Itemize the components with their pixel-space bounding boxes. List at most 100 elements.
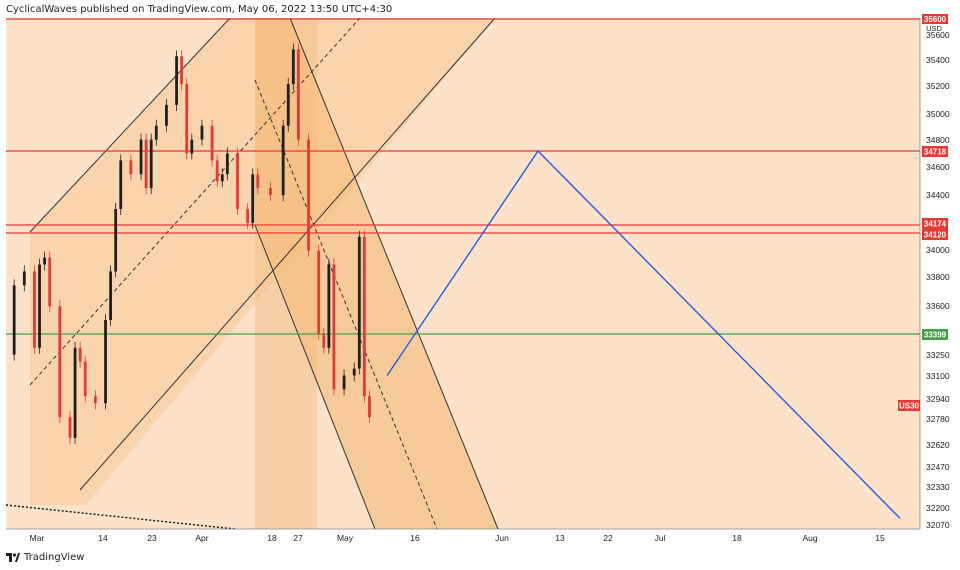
price-axis-tick: 33600 bbox=[926, 301, 950, 311]
price-axis-tick: 32780 bbox=[926, 414, 950, 424]
publish-header: CyclicalWaves published on TradingView.c… bbox=[6, 4, 393, 15]
candle-body bbox=[357, 236, 361, 369]
candle-body bbox=[149, 139, 153, 189]
time-axis-tick: 27 bbox=[293, 533, 303, 543]
candle-body bbox=[281, 125, 285, 196]
price-axis-tick: 34000 bbox=[926, 245, 950, 255]
price-axis-tick: 32940 bbox=[926, 394, 950, 404]
level-badge-34120: 34120 bbox=[922, 229, 948, 240]
candle-body bbox=[48, 257, 52, 307]
price-axis-tick: 35400 bbox=[926, 55, 950, 65]
candle-body bbox=[332, 264, 336, 390]
price-axis-tick: 32330 bbox=[926, 482, 950, 492]
candle-body bbox=[68, 417, 72, 438]
ascending-channel-upper bbox=[29, 17, 231, 233]
candle-body bbox=[12, 285, 16, 355]
candle-body bbox=[185, 84, 189, 154]
candle-body bbox=[119, 160, 123, 209]
candle-body bbox=[93, 396, 97, 404]
candle-body bbox=[362, 236, 366, 397]
candle-body bbox=[175, 56, 178, 105]
price-axis[interactable]: 35600 35400 35200 35000 34800 34600 34400 34000… bbox=[926, 30, 950, 530]
time-axis-tick: 15 bbox=[875, 533, 885, 543]
candle-body bbox=[190, 139, 194, 154]
descending-channel-lower bbox=[254, 224, 376, 530]
time-axis-tick: Mar bbox=[30, 533, 45, 543]
time-axis-tick: 22 bbox=[603, 533, 613, 543]
candle-body bbox=[78, 347, 82, 362]
candle-body bbox=[33, 271, 36, 348]
ascending-channel-mid bbox=[29, 17, 361, 386]
currency-label: USD bbox=[926, 24, 942, 33]
candle-body bbox=[180, 56, 184, 85]
candle-body bbox=[109, 271, 112, 320]
time-axis-tick: May bbox=[337, 533, 354, 543]
price-axis-tick: 34400 bbox=[926, 190, 950, 200]
candle-body bbox=[225, 153, 229, 175]
tradingview-logo-icon bbox=[6, 553, 20, 562]
candle-body bbox=[43, 257, 47, 265]
descending-channel-upper bbox=[289, 17, 499, 530]
price-axis-tick: 34600 bbox=[926, 162, 950, 172]
candle-body bbox=[286, 84, 290, 126]
candle-body bbox=[297, 49, 300, 140]
candle-body bbox=[246, 208, 250, 223]
candle-body bbox=[210, 125, 214, 161]
price-axis-tick: 33250 bbox=[926, 350, 950, 360]
price-axis-tick: 35000 bbox=[926, 109, 950, 119]
svg-text:34120: 34120 bbox=[924, 231, 947, 240]
time-axis-tick: Apr bbox=[195, 533, 208, 543]
time-axis-tick: 23 bbox=[147, 533, 157, 543]
candle-body bbox=[139, 139, 143, 175]
price-series bbox=[12, 43, 371, 444]
candle-body bbox=[154, 125, 158, 140]
tradingview-logo[interactable]: TradingView bbox=[6, 552, 84, 563]
price-axis-tick: 32070 bbox=[926, 520, 950, 530]
tradingview-wordmark: TradingView bbox=[24, 552, 85, 563]
price-axis-tick: 32200 bbox=[926, 503, 950, 513]
candle-body bbox=[22, 271, 26, 286]
candle-body bbox=[144, 139, 148, 189]
time-axis-tick: 14 bbox=[98, 533, 108, 543]
candle-body bbox=[215, 160, 219, 182]
candle-body bbox=[322, 333, 326, 348]
symbol-badge: US30 bbox=[898, 400, 920, 411]
svg-text:35600: 35600 bbox=[924, 15, 947, 24]
price-axis-tick: 35200 bbox=[926, 81, 950, 91]
svg-text:US30: US30 bbox=[899, 402, 920, 411]
candle-body bbox=[269, 188, 272, 196]
candle-body bbox=[114, 208, 118, 272]
candle-body bbox=[104, 319, 107, 404]
candle-body bbox=[368, 396, 371, 418]
candle-body bbox=[317, 250, 321, 334]
level-badge-33399: 33399 bbox=[922, 329, 948, 340]
descending-channel-mid bbox=[254, 79, 438, 530]
candle-body bbox=[38, 264, 41, 348]
candle-body bbox=[83, 361, 87, 397]
time-axis-tick: 18 bbox=[732, 533, 742, 543]
level-badge-34718: 34718 bbox=[922, 146, 948, 157]
level-badge-34174: 34174 bbox=[922, 218, 948, 229]
price-axis-tick: 34800 bbox=[926, 135, 950, 145]
svg-text:34174: 34174 bbox=[924, 220, 947, 229]
candle-body bbox=[256, 174, 260, 189]
price-axis-tick: 32470 bbox=[926, 462, 950, 472]
time-axis[interactable]: Mar 14 23 Apr 18 27 May 16 Jun 13 22 Jul 18 Aug 15 bbox=[30, 533, 885, 543]
time-axis-tick: Aug bbox=[802, 533, 817, 543]
descending-channel-fill bbox=[255, 18, 498, 529]
projection-path bbox=[386, 149, 901, 519]
price-axis-tick: 32620 bbox=[926, 440, 950, 450]
time-axis-tick: Jun bbox=[495, 533, 509, 543]
price-axis-tick: 33100 bbox=[926, 371, 950, 381]
candle-body bbox=[342, 375, 346, 390]
time-axis-tick: 18 bbox=[267, 533, 277, 543]
price-axis-tick: 35600 bbox=[926, 30, 950, 40]
candle-body bbox=[352, 368, 356, 376]
svg-text:33399: 33399 bbox=[924, 331, 947, 340]
candle-body bbox=[307, 139, 310, 251]
ascending-channel-lower bbox=[79, 17, 496, 491]
candle-body bbox=[129, 160, 133, 175]
candle-body bbox=[327, 264, 331, 348]
